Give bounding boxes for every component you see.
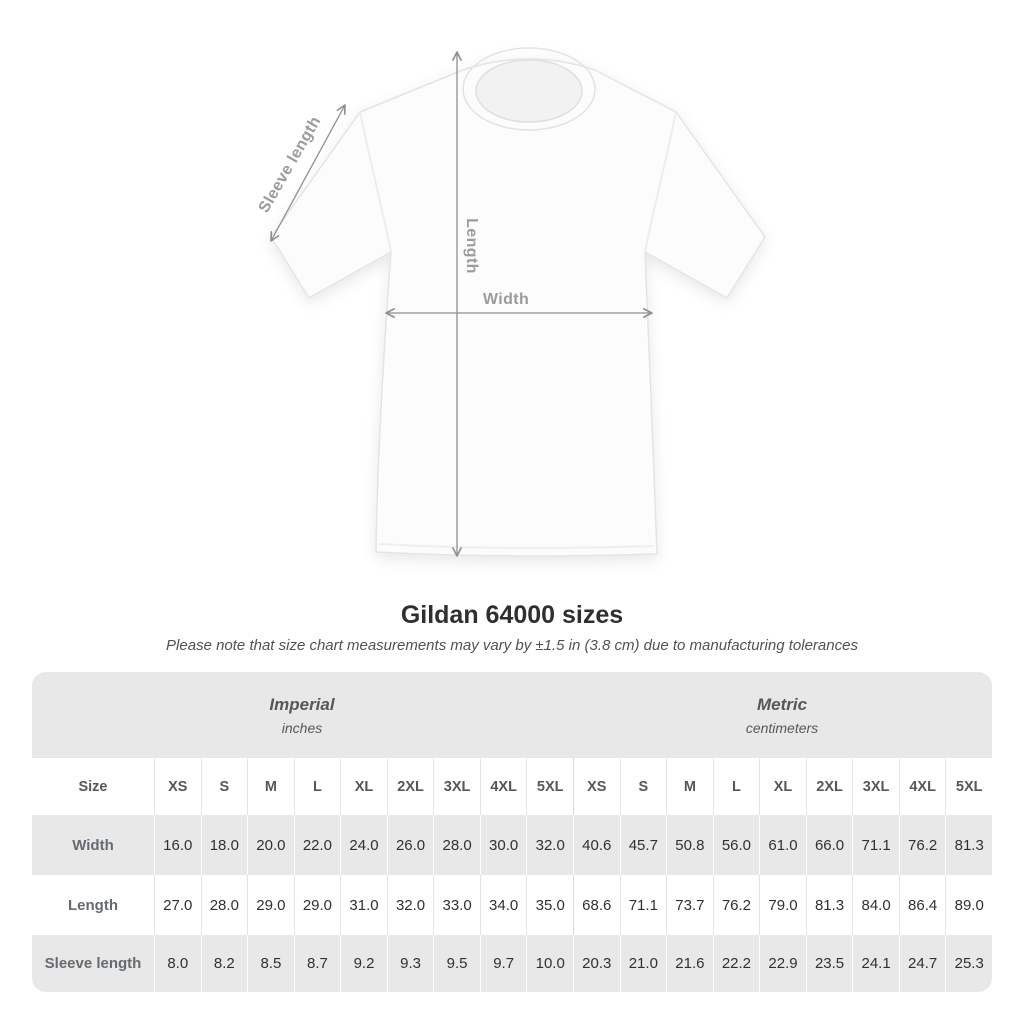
metric-value-cell: 73.7: [666, 875, 713, 935]
metric-value-cell: 45.7: [619, 815, 667, 875]
imperial-value-cell: 16.0: [154, 815, 201, 875]
metric-value-cell: 21.6: [666, 935, 713, 992]
imperial-size-header: L: [293, 758, 341, 815]
imperial-value-cell: 9.3: [386, 935, 434, 992]
imperial-size-header: M: [247, 758, 294, 815]
width-label: Width: [483, 291, 529, 308]
metric-value-cell: 20.3: [573, 935, 620, 992]
size-table-grid: Size XS S M L XL 2XL 3XL 4XL 5XL XS S M L XL 2XL 3XL 4XL 5…: [32, 758, 992, 992]
metric-section-header: Metric centimeters: [572, 672, 992, 758]
metric-value-cell: 81.3: [805, 875, 853, 935]
metric-size-header: XS: [573, 758, 620, 815]
imperial-value-cell: 20.0: [247, 815, 294, 875]
imperial-value-cell: 9.2: [340, 935, 387, 992]
metric-value-cell: 71.1: [619, 875, 667, 935]
imperial-value-cell: 8.5: [247, 935, 294, 992]
imperial-unit-label: inches: [281, 719, 323, 736]
imperial-size-header: XL: [340, 758, 387, 815]
tshirt-illustration: [270, 47, 766, 557]
metric-value-cell: 79.0: [759, 875, 806, 935]
metric-size-header: 5XL: [945, 758, 992, 815]
metric-value-cell: 50.8: [666, 815, 713, 875]
metric-label: Metric: [756, 694, 808, 714]
metric-value-cell: 23.5: [805, 935, 853, 992]
length-label: Length: [463, 218, 480, 274]
metric-size-header: 4XL: [898, 758, 946, 815]
imperial-value-cell: 28.0: [433, 815, 480, 875]
collar-outer-seam: [462, 47, 596, 131]
imperial-value-cell: 8.7: [293, 935, 341, 992]
metric-value-cell: 76.2: [898, 815, 946, 875]
imperial-value-cell: 10.0: [526, 935, 573, 992]
imperial-size-header: XS: [154, 758, 201, 815]
imperial-value-cell: 26.0: [386, 815, 434, 875]
metric-value-cell: 56.0: [712, 815, 760, 875]
metric-size-header: 3XL: [852, 758, 899, 815]
sleeve-length-arrow: [270, 104, 346, 242]
metric-size-header: S: [619, 758, 667, 815]
imperial-value-cell: 28.0: [200, 875, 248, 935]
metric-value-cell: 66.0: [805, 815, 853, 875]
metric-size-header: 2XL: [805, 758, 853, 815]
measure-row-label: Sleeve length: [32, 935, 154, 992]
metric-unit-label: centimeters: [745, 719, 819, 736]
imperial-value-cell: 22.0: [293, 815, 341, 875]
measure-row-label: Length: [68, 896, 118, 914]
metric-value-cell: 89.0: [945, 875, 992, 935]
metric-value-cell: 86.4: [898, 875, 946, 935]
metric-value-cell: 25.3: [945, 935, 992, 992]
metric-size-header: L: [712, 758, 760, 815]
size-chart-title: Gildan 64000 sizes: [400, 601, 624, 629]
imperial-size-header: S: [200, 758, 248, 815]
collar-opening: [475, 59, 583, 123]
imperial-value-cell: 31.0: [340, 875, 387, 935]
metric-value-cell: 71.1: [852, 815, 899, 875]
imperial-value-cell: 9.7: [479, 935, 527, 992]
imperial-value-cell: 8.2: [200, 935, 248, 992]
imperial-value-cell: 18.0: [200, 815, 248, 875]
imperial-value-cell: 32.0: [386, 875, 434, 935]
imperial-value-cell: 30.0: [479, 815, 527, 875]
imperial-value-cell: 8.0: [154, 935, 201, 992]
imperial-value-cell: 32.0: [526, 815, 573, 875]
imperial-value-cell: 33.0: [433, 875, 480, 935]
imperial-size-header: 4XL: [479, 758, 527, 815]
metric-value-cell: 21.0: [619, 935, 667, 992]
imperial-value-cell: 35.0: [526, 875, 573, 935]
metric-value-cell: 84.0: [852, 875, 899, 935]
metric-value-cell: 61.0: [759, 815, 806, 875]
imperial-size-header: 3XL: [433, 758, 480, 815]
imperial-value-cell: 24.0: [340, 815, 387, 875]
imperial-value-cell: 9.5: [433, 935, 480, 992]
metric-size-header: M: [666, 758, 713, 815]
unit-band: Imperial inches Metric centimeters: [32, 672, 992, 758]
metric-value-cell: 22.2: [712, 935, 760, 992]
tolerance-note: Please note that size chart measurements…: [166, 637, 858, 654]
size-table: Imperial inches Metric centimeters Size X…: [32, 672, 992, 992]
metric-size-header: XL: [759, 758, 806, 815]
right-sleeve-seam: [644, 111, 677, 253]
metric-value-cell: 24.7: [898, 935, 946, 992]
imperial-label: Imperial: [269, 694, 335, 714]
metric-value-cell: 76.2: [712, 875, 760, 935]
imperial-size-header: 2XL: [386, 758, 434, 815]
imperial-value-cell: 27.0: [154, 875, 201, 935]
imperial-value-cell: 29.0: [293, 875, 341, 935]
metric-value-cell: 40.6: [573, 815, 620, 875]
imperial-section-header: Imperial inches: [32, 672, 572, 758]
metric-value-cell: 24.1: [852, 935, 899, 992]
imperial-value-cell: 29.0: [247, 875, 294, 935]
metric-value-cell: 81.3: [945, 815, 992, 875]
tshirt-body: [270, 58, 766, 557]
measure-row-label: Width: [32, 815, 154, 875]
imperial-value-cell: 34.0: [479, 875, 527, 935]
metric-value-cell: 22.9: [759, 935, 806, 992]
imperial-size-header: 5XL: [526, 758, 573, 815]
size-column-header: Size: [78, 778, 108, 795]
metric-value-cell: 68.6: [573, 875, 620, 935]
tshirt-size-diagram: Sleeve length Length Width: [256, 47, 766, 557]
bottom-hem-seam: [378, 543, 655, 550]
left-sleeve-seam: [359, 111, 392, 253]
